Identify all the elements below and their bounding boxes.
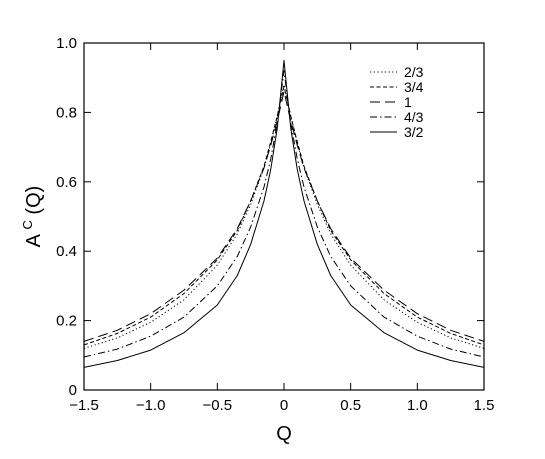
x-tick-label: 1.5 <box>474 397 495 414</box>
series-line-3-2 <box>83 59 485 368</box>
x-tick-label: −1.5 <box>69 397 99 414</box>
y-tick-label: 0.2 <box>56 313 77 330</box>
legend-label-3-2: 3/2 <box>404 124 424 140</box>
x-tick-label: 0 <box>280 397 288 414</box>
y-tick-label: 0.6 <box>56 174 77 191</box>
y-axis-title-superscript: C <box>20 220 35 229</box>
series-line-2-3 <box>83 84 485 349</box>
x-axis-title: Q <box>276 423 292 445</box>
plot-frame <box>83 42 485 391</box>
series-line-1 <box>83 91 485 342</box>
legend: 2/33/414/33/2 <box>370 64 424 140</box>
series-lines <box>83 59 485 368</box>
legend-label-3-4: 3/4 <box>404 79 424 95</box>
x-tick-label: 0.5 <box>340 397 361 414</box>
legend-label-4-3: 4/3 <box>404 109 424 125</box>
y-tick-label: 1.0 <box>56 35 77 52</box>
x-tick-label: 1.0 <box>407 397 428 414</box>
plot-area-border <box>83 42 485 391</box>
y-axis-title-base: A <box>23 233 45 247</box>
series-line-4-3 <box>83 70 485 358</box>
y-axis-title-argument: (Q) <box>23 186 45 215</box>
axis-labels: Q A C (Q) <box>15 186 292 445</box>
y-tick-label: 0 <box>69 382 77 399</box>
legend-label-2-3: 2/3 <box>404 64 424 80</box>
y-axis-title: A C (Q) <box>15 186 45 248</box>
x-tick-label: −1.0 <box>136 397 166 414</box>
legend-label-1: 1 <box>404 94 412 110</box>
y-tick-label: 0.8 <box>56 104 77 121</box>
x-tick-label: −0.5 <box>203 397 233 414</box>
y-tick-label: 0.4 <box>56 243 77 260</box>
axis-ticks: −1.5 −1.0 −0.5 0 0.5 1.0 1.5 0 0.2 0.4 0.6 0.8 1.0 <box>56 35 494 414</box>
series-line-3-4 <box>83 85 485 346</box>
